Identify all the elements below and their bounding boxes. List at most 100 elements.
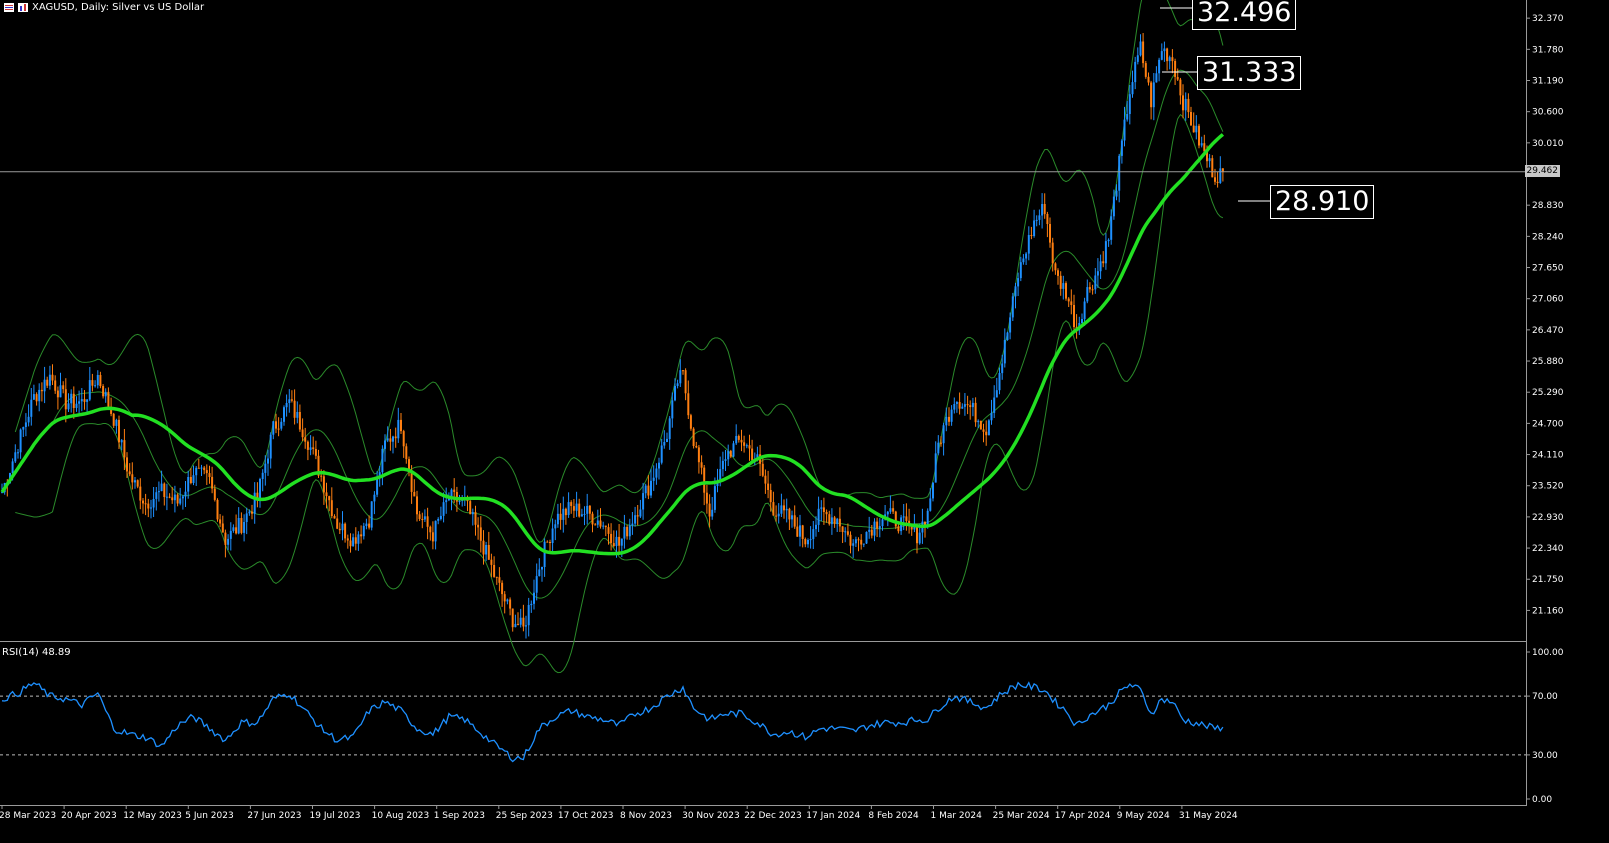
candle-body [1088, 287, 1091, 290]
candle-body [870, 529, 873, 536]
candle-body [809, 539, 812, 541]
candle-body [945, 416, 948, 426]
candle-body [1102, 261, 1105, 264]
candle-body [150, 507, 152, 509]
rsi-line [1, 681, 1224, 763]
candle-body [333, 516, 336, 519]
time-tick-label: 27 Jun 2023 [247, 811, 301, 821]
candle-body [705, 492, 708, 504]
candle-body [1030, 235, 1033, 236]
candle-body [336, 518, 339, 529]
candle-body [575, 503, 578, 511]
candle-body [1187, 98, 1190, 113]
candle-body [240, 518, 243, 533]
candle-body [918, 532, 921, 544]
moving-average-line [0, 133, 1225, 556]
candle-body [495, 576, 498, 578]
time-tick-label: 17 Oct 2023 [558, 811, 614, 821]
candle-body [211, 476, 214, 489]
time-tick-label: 12 May 2023 [123, 811, 182, 821]
candle-body [110, 406, 113, 414]
candle-body [304, 437, 307, 442]
candle-body [878, 526, 881, 529]
candle-body [822, 507, 825, 512]
candle-body [416, 496, 418, 515]
candle-body [1216, 181, 1219, 183]
candle-body [852, 543, 855, 546]
candle-body [652, 477, 655, 481]
candle-body [1011, 296, 1014, 318]
candle-body [596, 520, 599, 525]
candle-body [1155, 73, 1158, 83]
candle-body [1096, 271, 1099, 276]
candle-body [346, 538, 349, 541]
candle-body [740, 439, 743, 443]
candle-body [171, 497, 174, 501]
candle-body [421, 519, 424, 520]
candle-body [1086, 287, 1089, 302]
candle-body [929, 498, 932, 511]
price-tick-label: 31.780 [1532, 45, 1564, 55]
candle-body [264, 463, 267, 473]
candle-body [682, 370, 684, 372]
candle-body [102, 386, 105, 397]
candle-body [1035, 219, 1038, 221]
candle-body [932, 482, 934, 499]
price-tick-label: 27.060 [1532, 295, 1564, 305]
candle-body [836, 518, 839, 524]
candle-body [644, 485, 647, 494]
candle-body [892, 508, 895, 512]
candle-body [948, 416, 950, 422]
candle-body [373, 494, 376, 502]
candle-body [1214, 177, 1216, 182]
candle-body [974, 402, 977, 423]
candle-body [1001, 363, 1004, 374]
candle-body [498, 577, 501, 583]
candle-body [35, 394, 38, 402]
candle-body [676, 383, 679, 386]
candle-body [1051, 242, 1054, 264]
chart-icon[interactable] [18, 3, 28, 12]
candle-body [485, 545, 488, 555]
candle-body [285, 403, 288, 408]
candle-body [525, 625, 527, 627]
candle-body [689, 415, 692, 429]
candle-body [1160, 51, 1163, 60]
list-icon[interactable] [4, 3, 14, 12]
price-tick-label: 22.340 [1532, 544, 1564, 554]
candle-body [352, 537, 355, 547]
candle-body [1139, 41, 1142, 56]
candle-body [400, 419, 402, 432]
candle-body [51, 374, 54, 381]
candle-body [642, 493, 645, 510]
rsi-tick-label: 30.00 [1532, 751, 1558, 761]
candle-body [1206, 151, 1208, 162]
candle-body [743, 442, 746, 446]
rsi-tick-label: 0.00 [1532, 795, 1552, 805]
rsi-title: RSI(14) 48.89 [2, 647, 71, 658]
time-tick-label: 8 Nov 2023 [620, 811, 672, 821]
candle-body [205, 470, 208, 474]
candle-body [43, 379, 46, 392]
candle-body [1046, 214, 1049, 224]
candle-body [17, 452, 19, 454]
candle-body [261, 472, 264, 479]
candle-body [538, 569, 541, 577]
candle-body [506, 599, 509, 602]
time-tick-label: 30 Nov 2023 [682, 811, 740, 821]
candle-body [471, 512, 474, 515]
candle-body [11, 461, 14, 473]
time-tick-label: 9 May 2024 [1117, 811, 1170, 821]
candle-body [1070, 301, 1073, 305]
candle-body [533, 592, 535, 604]
candle-body [647, 485, 650, 496]
candle-body [543, 541, 546, 567]
candle-body [618, 536, 621, 546]
ma-price-label: 28.910 [1270, 185, 1375, 219]
candle-body [820, 507, 823, 509]
candle-body [1166, 48, 1169, 62]
candle-body [75, 403, 78, 408]
time-tick-label: 10 Aug 2023 [372, 811, 430, 821]
candle-body [213, 488, 216, 500]
candle-body [200, 467, 203, 469]
